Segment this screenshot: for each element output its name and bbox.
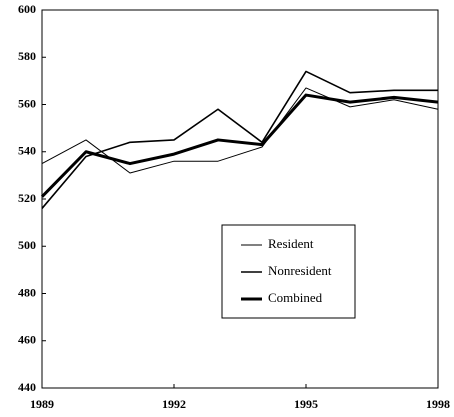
series-line <box>41 87 439 174</box>
y-tick-label: 480 <box>18 285 36 299</box>
series-line <box>40 93 439 198</box>
legend-label: Combined <box>268 290 323 305</box>
y-tick-label: 560 <box>18 96 36 110</box>
x-tick-label: 1998 <box>426 397 450 411</box>
y-tick-label: 460 <box>18 333 36 347</box>
y-tick-label: 520 <box>18 191 36 205</box>
x-tick-label: 1995 <box>294 397 318 411</box>
series-line <box>41 70 438 209</box>
legend-label: Nonresident <box>268 263 332 278</box>
y-tick-label: 440 <box>18 380 36 394</box>
y-tick-label: 600 <box>18 2 36 16</box>
y-tick-label: 500 <box>18 238 36 252</box>
plot-frame <box>41 9 439 389</box>
x-tick-label: 1989 <box>30 397 54 411</box>
x-tick-label: 1992 <box>162 397 186 411</box>
y-tick-label: 580 <box>18 49 36 63</box>
legend: Resident Nonresident Combined <box>221 224 356 319</box>
legend-label: Resident <box>268 236 314 251</box>
y-tick-label: 540 <box>18 144 36 158</box>
